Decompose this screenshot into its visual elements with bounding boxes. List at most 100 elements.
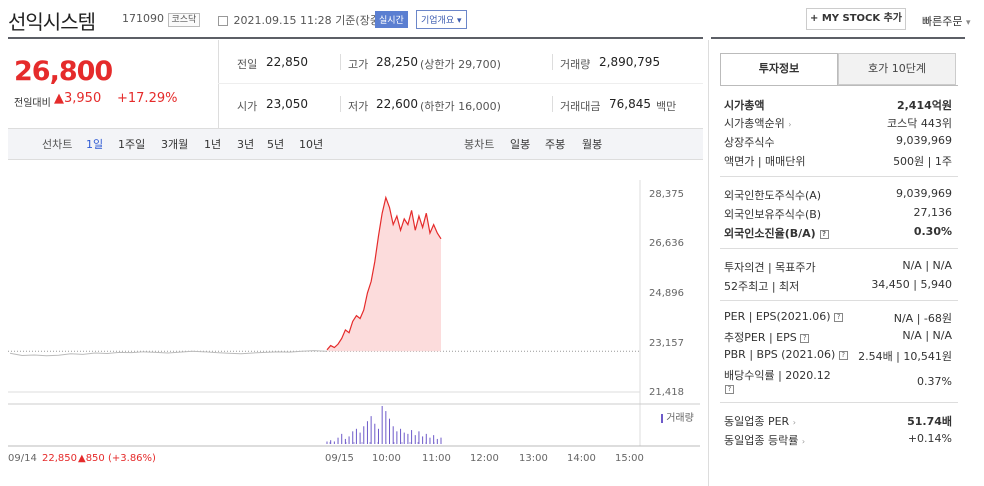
help-icon[interactable]: ? [800,333,810,343]
market-cap-rank-label: 시가총액순위 › [724,115,791,131]
sector-change-label[interactable]: 동일업종 등락률 › [724,432,805,448]
section-divider [720,176,958,177]
volume-legend-marker [661,413,663,423]
current-price: 26,800 [14,56,113,87]
tab-1day[interactable]: 1일 [86,138,104,151]
tab-weekly[interactable]: 주봉 [545,138,566,151]
quote-sep [340,54,341,70]
calendar-icon [218,16,228,26]
x-tick: 14:00 [567,453,596,464]
y-tick: 28,375 [649,189,684,200]
x-tick: 11:00 [422,453,451,464]
high-label: 고가 [348,58,369,71]
chevron-down-icon: ▾ [457,16,462,26]
x-start-label: 09/14 [8,453,37,464]
tab-orderbook[interactable]: 호가 10단계 [838,53,956,85]
low-value: 22,600 [376,97,418,111]
right-top-divider [711,37,965,39]
market-cap-rank-value: 코스닥 443위 [887,117,952,130]
chevron-right-icon: › [788,120,792,129]
footer-change: ▲850 [78,453,105,464]
change-percent: +17.29% [117,91,178,106]
upper-limit: (상한가 29,700) [420,58,501,71]
quote-sep [340,96,341,112]
week52-value: 34,450 | 5,940 [871,278,952,291]
basis-text: 기준(장중) [335,14,385,27]
y-tick: 26,636 [649,238,684,249]
par-value-value: 500원 | 1주 [893,155,952,168]
prev-close-value: 22,850 [266,55,308,69]
change-label: 전일대비 [14,98,51,109]
top-divider [8,37,703,39]
amount-label: 거래대금 [560,100,601,113]
help-icon[interactable]: ? [838,350,848,360]
x-tick: 09/15 [325,453,354,464]
price-chart[interactable] [0,160,705,486]
section-divider [720,248,958,249]
listed-shares-label: 상장주식수 [724,136,775,149]
pbr-bps-value: 2.54배 | 10,541원 [858,350,952,363]
opinion-label: 투자의견 | 목표주가 [724,261,816,274]
right-panel-border [708,40,709,486]
tab-daily[interactable]: 일봉 [510,138,531,151]
x-tick: 10:00 [372,453,401,464]
stock-code-text: 171090 [122,12,164,25]
listed-shares-value: 9,039,969 [896,134,952,147]
datetime-text: 2021.09.15 11:28 [233,14,332,27]
corp-overview-label: 기업개요 [421,16,455,26]
foreign-ratio-value: 0.30% [913,225,952,238]
help-icon[interactable]: ? [725,385,734,394]
quick-order-button[interactable]: 빠른주문 ▾ [922,13,971,29]
tab-invest-info[interactable]: 투자정보 [720,53,838,85]
dividend-value: 0.37% [917,375,952,388]
prev-close-label: 전일 [237,58,258,71]
week52-label: 52주최고 | 최저 [724,280,800,293]
foreign-ratio-text: 외국인소진율(B/A) [724,227,816,240]
tab-5year[interactable]: 5년 [267,138,285,151]
footer-pct: (+3.86%) [108,453,156,464]
quick-order-label: 빠른주문 [922,15,963,28]
live-badge[interactable]: 실시간 [375,11,408,28]
prev-day-line [9,350,327,357]
spacer [441,239,640,351]
corp-overview-button[interactable]: 기업개요 ▾ [416,10,467,29]
tab-1week[interactable]: 1주일 [118,138,146,151]
y-tick: 23,157 [649,338,684,349]
tab-10year[interactable]: 10년 [299,138,324,151]
add-mystock-button[interactable]: + MY STOCK 추가 [806,8,906,30]
today-price-line [326,195,442,351]
tab-3month[interactable]: 3개월 [161,138,189,151]
lower-limit: (하한가 16,000) [420,100,501,113]
sector-change-value: +0.14% [907,432,952,445]
help-icon[interactable]: ? [819,229,829,239]
volume-legend: 거래량 [661,409,694,424]
chevron-right-icon: › [801,437,806,446]
est-per-text: 추정PER | EPS [724,331,797,344]
chevron-right-icon: › [792,418,796,427]
market-cap-label: 시가총액 [724,99,765,112]
sector-per-label[interactable]: 동일업종 PER › [724,413,796,429]
line-chart-label: 선차트 [42,138,73,151]
sector-change-text: 동일업종 등락률 [724,434,799,447]
amount-unit: 백만 [656,100,677,113]
tab-monthly[interactable]: 월봉 [582,138,603,151]
foreign-limit-value: 9,039,969 [896,187,952,200]
section-divider [720,402,958,403]
market-cap-rank-text: 시가총액순위 [724,117,785,130]
volume-value: 2,890,795 [599,55,661,69]
per-eps-label: PER | EPS(2021.06) ? [724,310,844,323]
est-per-value: N/A | N/A [902,329,952,342]
quote-sep [552,96,553,112]
foreign-ratio-label: 외국인소진율(B/A) ? [724,225,829,241]
change-value: ▲3,950 [54,91,102,106]
foreign-limit-label: 외국인한도주식수(A) [724,189,822,202]
x-tick: 13:00 [519,453,548,464]
x-tick: 12:00 [470,453,499,464]
quote-row-divider [218,83,703,84]
quote-datetime: 2021.09.15 11:28 기준(장중) [218,12,384,28]
stock-code: 171090 코스닥 [122,12,201,27]
tab-3year[interactable]: 3년 [237,138,255,151]
opinion-value: N/A | N/A [902,259,952,272]
help-icon[interactable]: ? [834,312,844,322]
tab-1year[interactable]: 1년 [204,138,222,151]
